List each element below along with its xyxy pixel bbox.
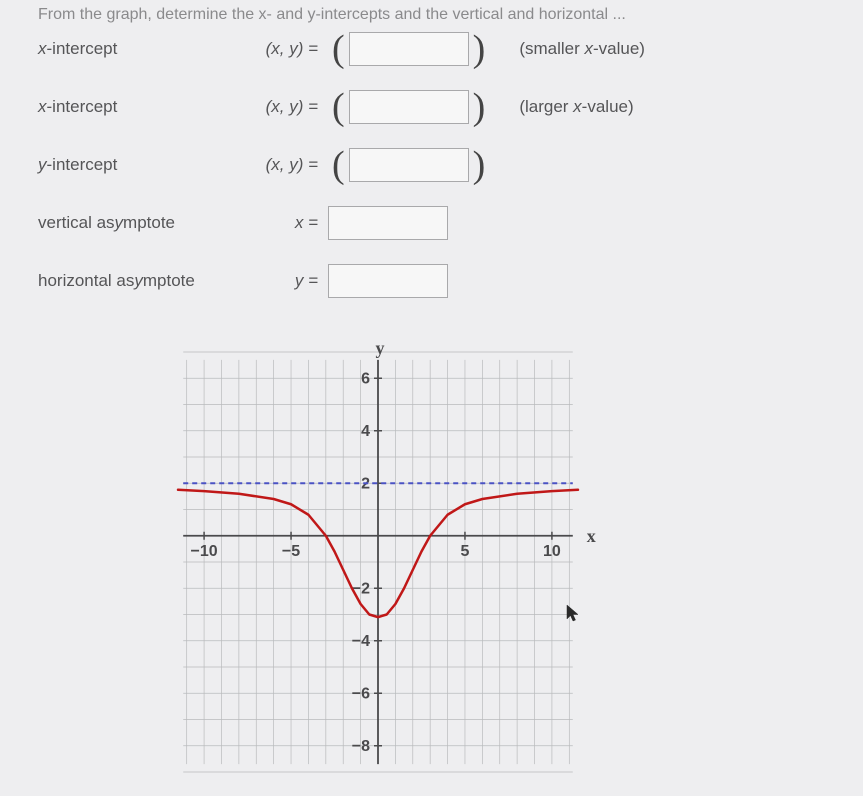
open-paren: (	[328, 88, 349, 126]
graph: −10−5510642−2−4−6−8yx	[148, 322, 608, 782]
equation-label: y =	[238, 271, 328, 291]
equation-label: (x, y) =	[238, 39, 328, 59]
open-paren: (	[328, 30, 349, 68]
equation-label: x =	[238, 213, 328, 233]
close-paren: )	[469, 88, 490, 126]
hint-text: (smaller x-value)	[519, 39, 645, 59]
answer-input[interactable]	[349, 32, 469, 66]
hint-text: (larger x-value)	[519, 97, 633, 117]
input-row: x-intercept(x, y) =() (larger x-value)	[38, 78, 838, 136]
svg-text:5: 5	[461, 543, 470, 560]
row-label: horizontal asymptote	[38, 271, 238, 291]
input-row: x-intercept(x, y) =() (smaller x-value)	[38, 20, 838, 78]
equation-label: (x, y) =	[238, 97, 328, 117]
svg-text:−5: −5	[282, 543, 300, 560]
svg-text:−8: −8	[352, 738, 370, 755]
svg-text:−4: −4	[352, 633, 370, 650]
input-rows: x-intercept(x, y) =()(smaller x-value)x-…	[38, 20, 838, 310]
open-paren: (	[328, 146, 349, 184]
svg-text:4: 4	[361, 423, 370, 440]
close-paren: )	[469, 30, 490, 68]
answer-input[interactable]	[349, 148, 469, 182]
row-label: x-intercept	[38, 39, 238, 59]
answer-input[interactable]	[328, 206, 448, 240]
svg-text:6: 6	[361, 370, 370, 387]
svg-text:10: 10	[543, 543, 561, 560]
svg-text:−10: −10	[191, 543, 218, 560]
row-label: x-intercept	[38, 97, 238, 117]
row-label: y-intercept	[38, 155, 238, 175]
svg-text:y: y	[376, 338, 385, 358]
answer-input[interactable]	[349, 90, 469, 124]
close-paren: )	[469, 146, 490, 184]
input-row: vertical asymptotex =	[38, 194, 838, 252]
input-row: horizontal asymptotey =	[38, 252, 838, 310]
equation-label: (x, y) =	[238, 155, 328, 175]
row-label: vertical asymptote	[38, 213, 238, 233]
svg-text:−6: −6	[352, 685, 370, 702]
input-row: y-intercept(x, y) =()	[38, 136, 838, 194]
answer-input[interactable]	[328, 264, 448, 298]
cursor-icon	[566, 604, 580, 622]
graph-container: −10−5510642−2−4−6−8yx	[148, 322, 628, 782]
svg-text:x: x	[587, 526, 596, 546]
